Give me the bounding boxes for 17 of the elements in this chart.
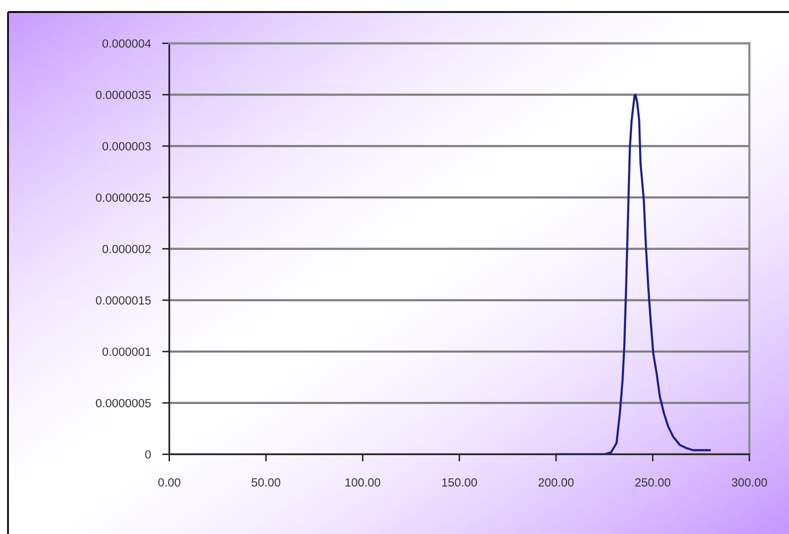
y-tick-label: 0.0000015 — [96, 296, 151, 305]
x-tick-label: 300.00 — [732, 478, 767, 487]
x-tick-label: 100.00 — [346, 478, 380, 487]
y-tick-label: 0.000001 — [102, 348, 151, 356]
x-tick-label: 250.00 — [635, 478, 670, 487]
y-tick-label: 0.0000005 — [96, 398, 151, 408]
y-tick-label: 0.000004 — [102, 39, 151, 48]
y-tick-label: 0.0000035 — [96, 90, 151, 100]
x-tick-label: 150.00 — [442, 478, 477, 487]
x-tick-label: 50.00 — [252, 478, 280, 487]
y-tick-label: 0.0000025 — [96, 193, 151, 202]
y-tick-label: 0.000002 — [102, 244, 151, 254]
y-tick-label: 0.000003 — [102, 142, 151, 150]
line-series — [554, 94, 711, 454]
x-tick-label: 0.00 — [158, 478, 180, 487]
y-tick-label: 0 — [145, 450, 151, 459]
x-tick-label: 200.00 — [538, 478, 574, 487]
